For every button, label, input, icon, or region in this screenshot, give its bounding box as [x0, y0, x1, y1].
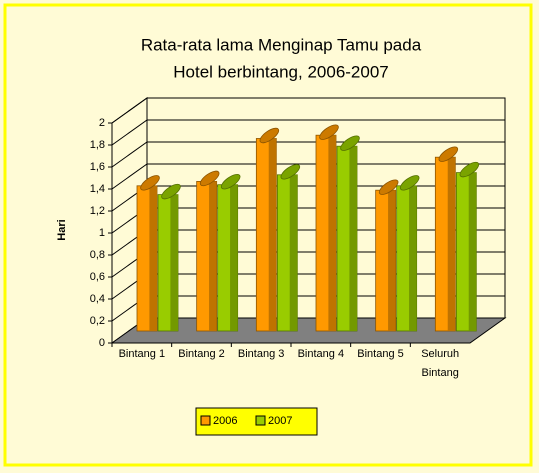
bar-shade	[268, 138, 277, 331]
bar-top	[199, 170, 220, 187]
bar-shade	[468, 172, 477, 331]
bar-shade	[149, 185, 157, 331]
grid-line	[111, 119, 505, 146]
bar-top	[438, 146, 459, 162]
y-tick-label: 1,8	[90, 139, 105, 151]
y-tick-label: 1,2	[90, 205, 105, 217]
bar-top	[280, 164, 301, 180]
bar-shade	[289, 174, 298, 331]
grid-line	[111, 97, 505, 124]
frame	[3, 3, 533, 467]
grid-line	[111, 141, 505, 168]
y-tick-label: 1,4	[90, 183, 105, 195]
bar-top	[378, 179, 399, 195]
y-tick-label: 2	[99, 117, 105, 129]
x-tick-label: Bintang 1	[118, 348, 166, 360]
legend-swatch	[200, 415, 211, 426]
legend-swatch	[255, 415, 266, 426]
bar-shade	[170, 194, 178, 331]
legend-label: 2007	[268, 415, 292, 427]
bar-shade	[328, 135, 336, 331]
x-tick-label: Bintang 3	[237, 348, 285, 360]
y-tick-label: 0,6	[90, 271, 105, 283]
chart-title: Rata-rata lama Menginap Tamu pada	[141, 35, 422, 54]
bar-top	[161, 183, 181, 200]
y-tick-label: 1,6	[90, 161, 105, 173]
chart-title: Hotel berbintang, 2006-2007	[173, 62, 389, 81]
x-tick-label: Bintang 5	[357, 348, 404, 360]
bar-top	[340, 135, 360, 151]
x-tick-label: Bintang 4	[297, 348, 345, 360]
bar-shade	[230, 184, 238, 331]
bar-top	[220, 173, 241, 190]
y-tick-label: 0,2	[90, 315, 105, 327]
bar-top	[140, 175, 160, 191]
grid-line	[111, 163, 505, 190]
bar-shade	[388, 190, 396, 331]
legend-label: 2006	[213, 415, 237, 427]
bar-shade	[209, 181, 217, 331]
y-tick-label: 1	[99, 227, 105, 239]
y-axis-label: Hari	[56, 219, 68, 240]
y-tick-label: 0	[99, 337, 105, 349]
bar-top	[459, 161, 480, 178]
y-tick-label: 0,4	[90, 293, 105, 305]
bar-top	[259, 127, 280, 144]
bar-top	[399, 175, 420, 191]
bar-shade	[349, 146, 357, 331]
legend	[195, 407, 318, 436]
bar-shade	[447, 157, 456, 331]
bar-shade	[409, 185, 417, 331]
x-tick-label: Bintang 2	[178, 348, 225, 360]
bar-top	[319, 124, 339, 140]
x-tick-label: Seluruh Bintang	[421, 348, 460, 379]
y-tick-label: 0,8	[90, 249, 105, 261]
